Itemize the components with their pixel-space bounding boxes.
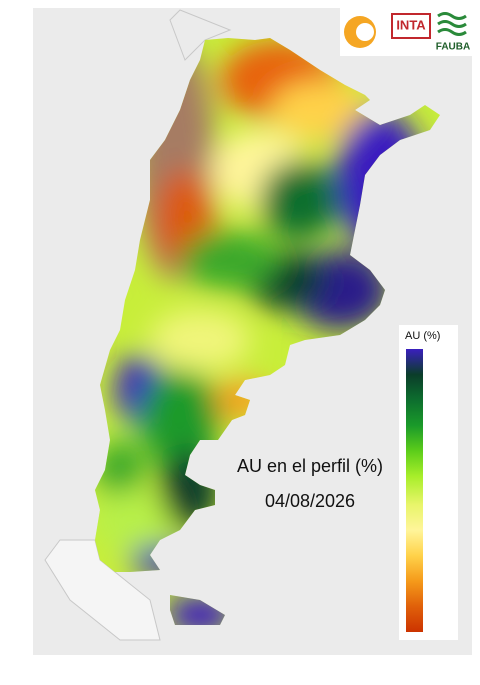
legend-title: AU (%): [405, 330, 440, 342]
map-title: AU en el perfil (%): [237, 456, 383, 476]
logo-text: FAUBA: [436, 42, 470, 53]
logo-text: INTA: [396, 17, 426, 32]
logos: INTA FAUBA: [340, 8, 475, 56]
map-date: 04/08/2026: [265, 491, 355, 511]
legend: AU (%): [399, 325, 458, 640]
color-bar: [406, 349, 423, 632]
